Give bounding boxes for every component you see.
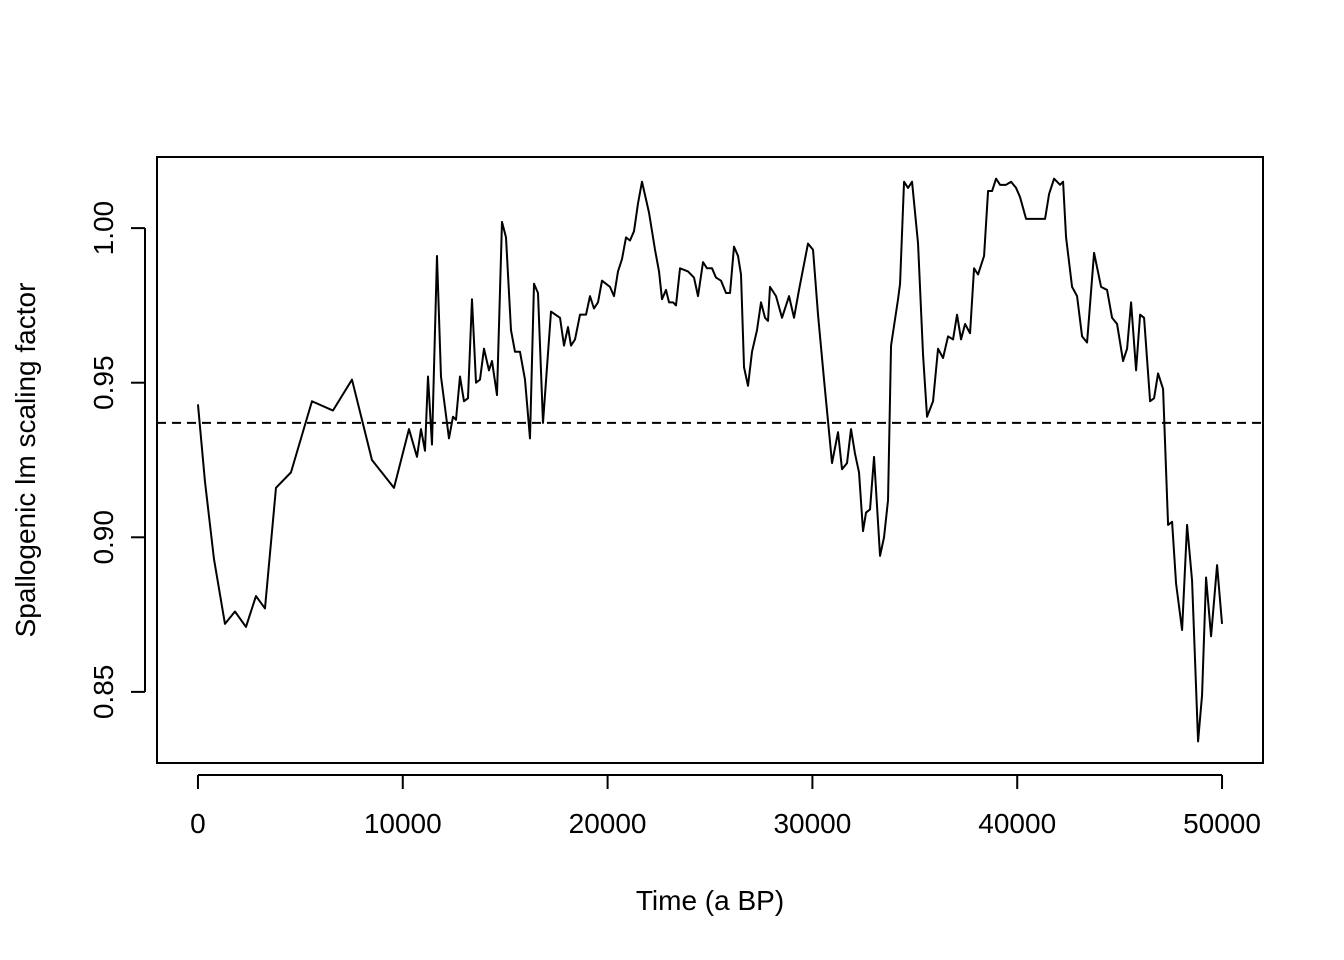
x-tick-label: 20000 bbox=[569, 808, 647, 839]
x-tick-label: 10000 bbox=[364, 808, 442, 839]
x-tick-label: 0 bbox=[190, 808, 206, 839]
plot-box bbox=[156, 156, 1264, 764]
y-axis-label: Spallogenic lm scaling factor bbox=[10, 283, 41, 638]
x-tick-label: 30000 bbox=[773, 808, 851, 839]
y-tick-label: 0.95 bbox=[88, 355, 119, 410]
data-line bbox=[196, 177, 1224, 743]
y-tick-label: 1.00 bbox=[88, 201, 119, 256]
y-tick-label: 0.90 bbox=[88, 510, 119, 565]
x-tick-label: 50000 bbox=[1183, 808, 1261, 839]
x-axis-label: Time (a BP) bbox=[636, 885, 784, 916]
x-tick-label: 40000 bbox=[978, 808, 1056, 839]
y-tick-label: 0.85 bbox=[88, 665, 119, 720]
